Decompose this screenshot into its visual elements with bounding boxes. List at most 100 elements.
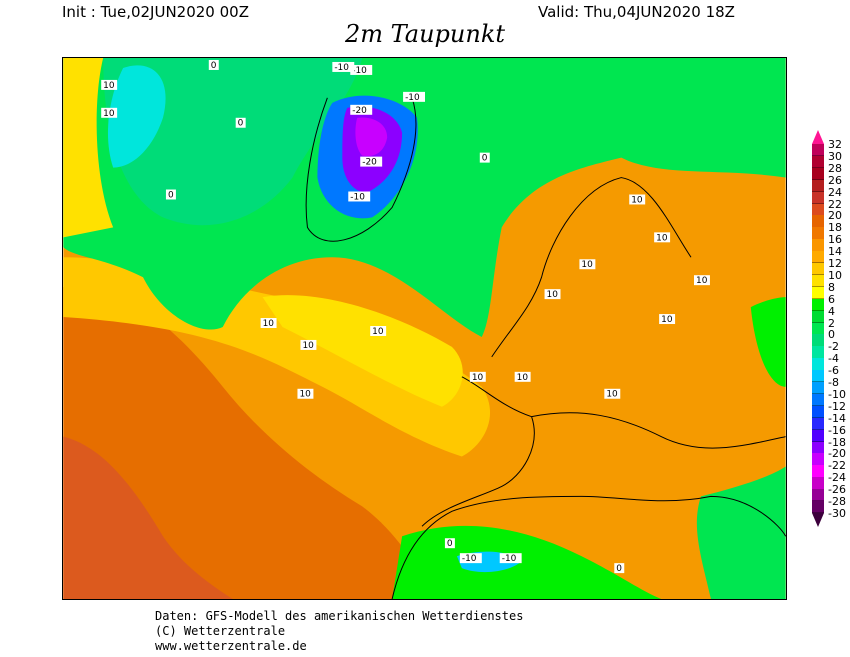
contour-label: 10 — [299, 390, 311, 400]
footer-source: Daten: GFS-Modell des amerikanischen Wet… — [155, 609, 524, 623]
legend-swatch — [812, 370, 824, 383]
legend-swatch — [812, 382, 824, 395]
field-dark-orange-sw — [63, 286, 432, 599]
valid-time: Valid: Thu,04JUN2020 18Z — [538, 3, 735, 21]
legend-label: -4 — [828, 352, 839, 366]
legend-label: 30 — [828, 149, 842, 163]
contour-label: 10 — [103, 109, 115, 119]
contour-label: -10 — [350, 192, 365, 202]
legend-swatch — [812, 263, 824, 276]
legend-label: -16 — [828, 423, 846, 437]
legend-label: 4 — [828, 304, 835, 318]
field-green-southeast — [696, 466, 786, 599]
contour-label: 0 — [211, 61, 217, 71]
legend-label: 8 — [828, 280, 835, 294]
contour-label-bg — [614, 563, 625, 574]
legend-label: 32 — [828, 138, 842, 151]
contour-label: 10 — [631, 195, 643, 205]
contour-label: -10 — [502, 554, 517, 564]
legend-swatch — [812, 393, 824, 407]
coastline-africa — [391, 495, 786, 599]
contour-label: 10 — [606, 390, 618, 400]
contour-label-bg — [348, 191, 371, 202]
contour-label: 10 — [696, 276, 708, 286]
legend-swatch — [812, 465, 824, 478]
contour-label-bg — [604, 388, 621, 399]
legend-label: -26 — [828, 483, 846, 497]
legend-swatch — [812, 322, 824, 335]
legend-label: -6 — [828, 364, 839, 378]
contour-label: -10 — [334, 63, 349, 73]
init-time: Init : Tue,02JUN2020 00Z — [62, 3, 249, 21]
contour-label-bg — [444, 538, 455, 549]
contour-label: 10 — [302, 341, 314, 351]
field-greenland-magenta — [355, 117, 388, 157]
contour-label-bg — [165, 189, 176, 200]
legend-label: -24 — [828, 471, 846, 485]
field-red-sw — [63, 436, 233, 599]
contour-label: 10 — [661, 315, 673, 325]
field-yellow-light — [262, 295, 463, 407]
legend-label: 0 — [828, 328, 835, 342]
contour-label: 0 — [447, 539, 453, 549]
legend-label: 28 — [828, 161, 842, 175]
contour-label: 10 — [517, 373, 529, 383]
legend-label: 24 — [828, 185, 842, 199]
contour-label-bg — [332, 61, 355, 72]
contour-label: 10 — [263, 319, 275, 329]
contour-label: 10 — [103, 81, 115, 91]
legend-label: 12 — [828, 257, 842, 270]
coastline-europe — [421, 177, 786, 527]
contour-label-bg — [499, 553, 522, 564]
contour-label: 10 — [372, 327, 384, 337]
legend-swatch — [812, 155, 824, 169]
contour-label: 10 — [581, 260, 593, 270]
contour-label: -10 — [352, 66, 367, 76]
legend-label: -12 — [828, 399, 846, 413]
contour-label-bg — [579, 259, 596, 270]
legend-swatch — [812, 179, 824, 193]
legend-swatch — [812, 274, 824, 288]
legend-swatch — [812, 298, 824, 312]
legend-label: 2 — [828, 316, 835, 330]
contour-label-bg — [403, 91, 425, 102]
legend-swatch — [812, 191, 824, 204]
legend-swatch — [812, 227, 824, 240]
legend-swatch — [812, 417, 824, 431]
field-teal-arctic — [103, 58, 363, 226]
footer-url[interactable]: www.wetterzentrale.de — [155, 639, 307, 653]
contour-label-bg — [370, 326, 387, 336]
contour-label-bg — [208, 59, 219, 70]
contour-label: -10 — [462, 554, 477, 564]
legend-swatch — [812, 310, 824, 323]
legend-label: -2 — [828, 340, 839, 354]
contour-label-bg — [260, 318, 277, 329]
color-legend: 32 30 28 26 24 22 20 18 16 14 12 10 8 6 4 2 0 -2 -4 -6 -8 -10… — [812, 130, 850, 530]
field-green-east — [750, 297, 786, 387]
legend-swatch — [812, 405, 824, 419]
legend-swatch — [812, 441, 824, 454]
field-yellow-arctic — [63, 58, 114, 238]
legend-swatch — [812, 144, 824, 157]
legend-swatch — [812, 286, 824, 300]
legend-swatch — [812, 429, 824, 442]
contour-label: 0 — [482, 154, 488, 164]
contour-label-bg — [514, 371, 531, 382]
contour-label: -20 — [362, 158, 377, 168]
legend-label: -30 — [828, 506, 846, 520]
legend-swatch — [812, 453, 824, 466]
legend-label: -22 — [828, 459, 846, 473]
contour-label: 10 — [656, 233, 668, 243]
contour-label-bg — [300, 339, 317, 350]
legend-label: -18 — [828, 435, 846, 449]
contour-label-bg — [629, 194, 646, 205]
legend-label: 16 — [828, 233, 842, 247]
contour-label-bg — [469, 371, 486, 382]
contour-label: 10 — [472, 373, 484, 383]
legend-label: 20 — [828, 209, 842, 223]
legend-swatch — [812, 251, 824, 264]
legend-swatch — [812, 358, 824, 371]
contour-label-bg — [544, 289, 561, 300]
